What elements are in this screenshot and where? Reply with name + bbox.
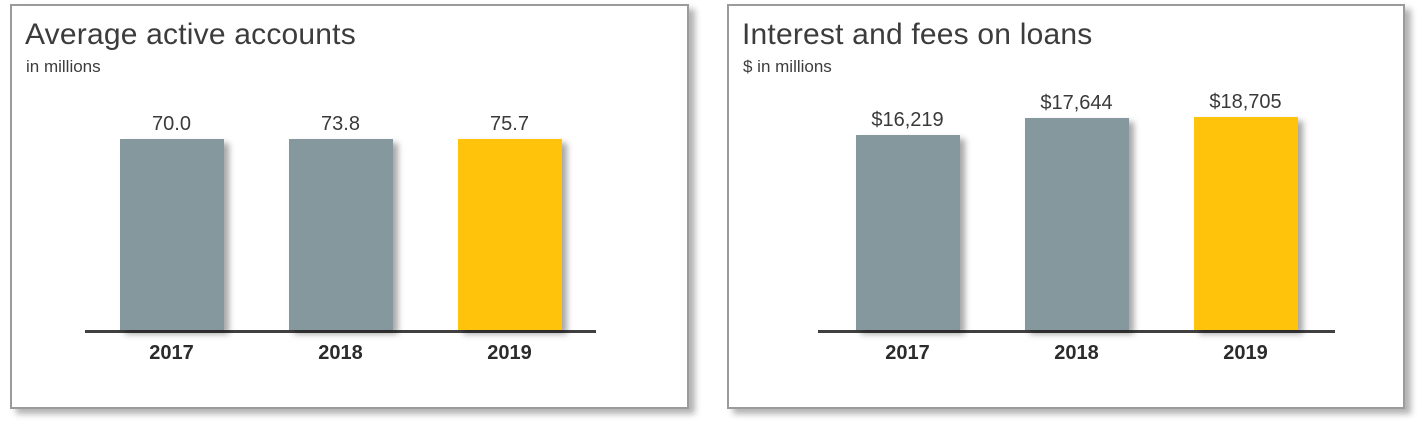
chart-subtitle: in millions xyxy=(26,57,101,76)
bar-column-2018: 73.8 xyxy=(288,112,393,330)
chart-subtitle: $ in millions xyxy=(743,57,832,76)
bar-column-2018: $17,644 xyxy=(1024,90,1129,330)
chart-panel-average-active-accounts: Average active accounts in millions 70.0… xyxy=(10,4,689,409)
x-axis-tick-label-2017: 2017 xyxy=(885,342,930,364)
chart-panel-interest-and-fees-on-loans: Interest and fees on loans $ in millions… xyxy=(727,4,1405,409)
x-axis-tick-label-2018: 2018 xyxy=(318,342,363,364)
x-axis-tick-label-2019: 2019 xyxy=(1223,342,1268,364)
x-axis-tick-label-2019: 2019 xyxy=(487,342,532,364)
bar-value-label: $16,219 xyxy=(871,109,944,132)
bars-container: $16,219 $17,644 $18,705 xyxy=(818,90,1335,330)
bar-value-label: $17,644 xyxy=(1040,92,1113,115)
bar-column-2017: $16,219 xyxy=(855,90,960,330)
bar-column-2019: $18,705 xyxy=(1193,90,1298,330)
bar-2019 xyxy=(1193,117,1298,330)
x-axis-line xyxy=(85,330,596,333)
x-axis-line xyxy=(818,330,1335,333)
x-axis-tick-label-2018: 2018 xyxy=(1054,342,1099,364)
bar-2017 xyxy=(119,139,224,330)
x-axis-labels: 2017 2018 2019 xyxy=(85,342,596,365)
bars-container: 70.0 73.8 75.7 xyxy=(85,112,596,330)
plot-area: 70.0 73.8 75.7 2017 2018 2019 xyxy=(85,112,596,365)
chart-title: Interest and fees on loans xyxy=(742,18,1093,51)
x-axis-tick-label-2017: 2017 xyxy=(149,342,194,364)
bar-column-2019: 75.7 xyxy=(457,112,562,330)
bar-value-label: 70.0 xyxy=(152,113,191,136)
bar-value-label: 75.7 xyxy=(490,113,529,135)
plot-area: $16,219 $17,644 $18,705 2017 2018 2019 xyxy=(818,90,1335,365)
chart-title: Average active accounts xyxy=(25,18,356,51)
x-axis-labels: 2017 2018 2019 xyxy=(818,342,1335,365)
bar-2018 xyxy=(1024,118,1129,330)
bar-2019 xyxy=(457,139,562,330)
bar-value-label: $18,705 xyxy=(1209,91,1282,113)
bar-value-label: 73.8 xyxy=(321,113,360,135)
bar-column-2017: 70.0 xyxy=(119,112,224,330)
bar-2018 xyxy=(288,139,393,330)
bar-2017 xyxy=(855,135,960,330)
